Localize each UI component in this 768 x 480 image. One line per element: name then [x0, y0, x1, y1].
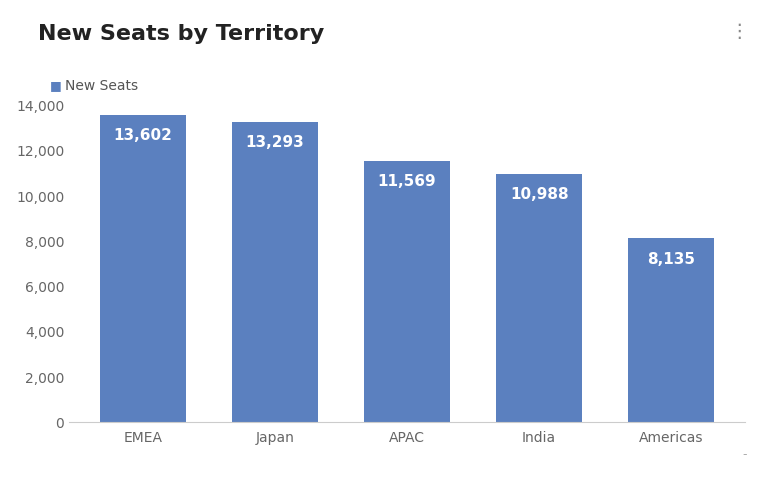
Bar	[496, 174, 582, 422]
Bar	[232, 121, 318, 422]
Bar	[628, 238, 714, 422]
Text: ⋮: ⋮	[730, 22, 749, 41]
Text: -: -	[742, 448, 746, 461]
Text: 11,569: 11,569	[378, 174, 436, 189]
Text: 13,293: 13,293	[246, 135, 304, 150]
Text: 8,135: 8,135	[647, 252, 695, 267]
Bar	[364, 161, 450, 422]
Text: New Seats by Territory: New Seats by Territory	[38, 24, 325, 44]
Bar	[100, 115, 186, 422]
Text: 10,988: 10,988	[510, 187, 568, 203]
Text: New Seats: New Seats	[65, 79, 138, 93]
Text: ■: ■	[50, 79, 61, 92]
Text: 13,602: 13,602	[114, 128, 172, 143]
